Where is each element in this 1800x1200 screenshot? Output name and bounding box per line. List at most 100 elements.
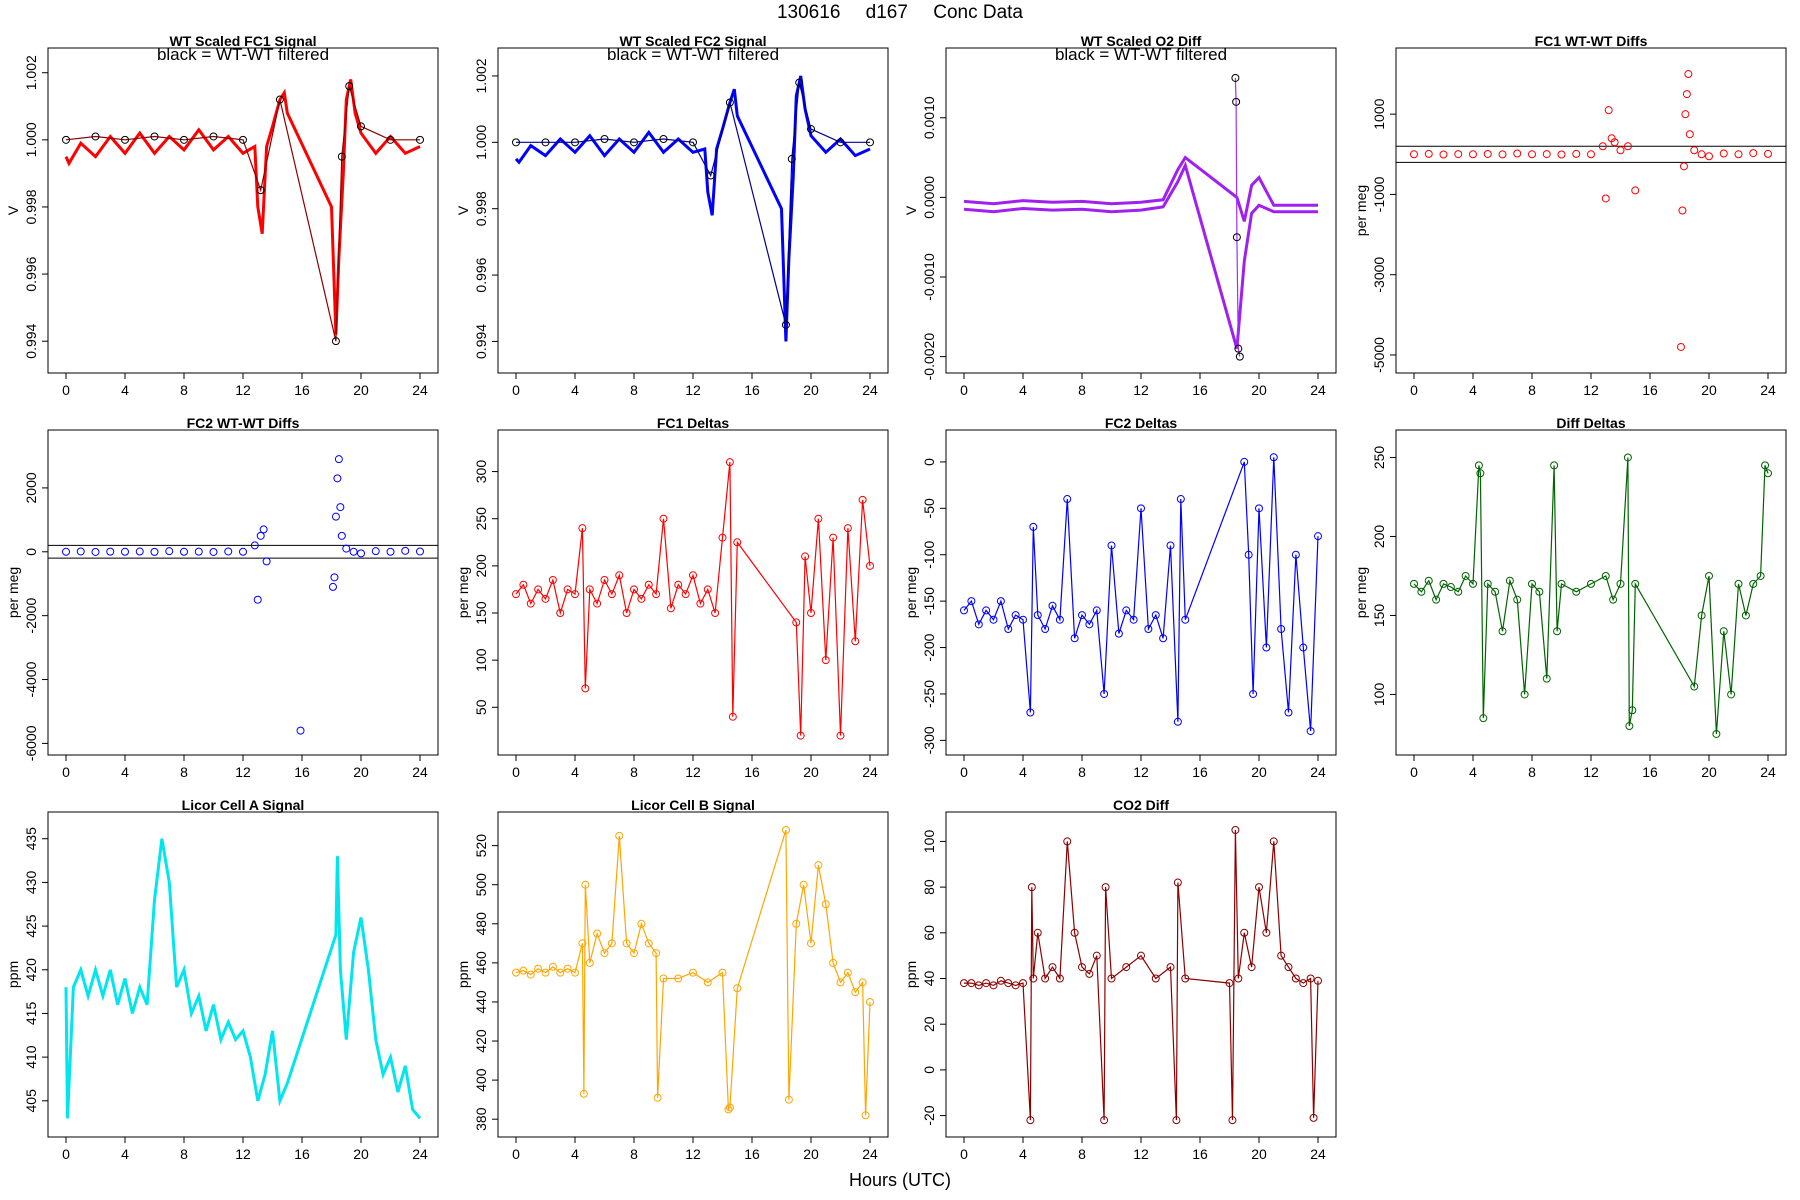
x-tick-label: 24 (412, 764, 428, 780)
plot-frame (1395, 47, 1787, 374)
y-tick-label: -2000 (23, 598, 39, 634)
data-point (1122, 963, 1131, 972)
data-point (659, 974, 668, 983)
series-line-deltas (963, 457, 1319, 732)
data-point (1101, 883, 1110, 892)
x-tick-label: 8 (630, 764, 638, 780)
x-tick-label: 24 (1310, 1146, 1326, 1162)
y-tick-label: 380 (473, 1107, 489, 1131)
y-tick-label: -4000 (23, 661, 39, 697)
data-point (1291, 550, 1300, 559)
data-point (689, 138, 697, 147)
x-tick-label: 12 (685, 764, 701, 780)
data-point (1520, 690, 1529, 699)
data-point (711, 609, 720, 617)
data-point (1314, 532, 1322, 541)
x-tick-label: 8 (1078, 764, 1086, 780)
data-point (121, 547, 129, 556)
x-tick-label: 4 (571, 764, 579, 780)
data-point (1176, 495, 1185, 504)
x-tick-label: 4 (121, 1146, 129, 1162)
data-point (581, 684, 590, 693)
data-point (336, 503, 345, 512)
data-point (725, 458, 734, 467)
data-point (630, 585, 638, 594)
data-point (858, 978, 867, 987)
x-tick-label: 4 (1019, 1146, 1027, 1162)
data-point (1173, 717, 1182, 726)
data-point (600, 135, 609, 144)
data-point (1513, 595, 1522, 604)
data-point (703, 978, 712, 987)
data-point (571, 968, 579, 977)
x-tick-label: 12 (235, 764, 251, 780)
data-point (256, 531, 265, 540)
y-tick-label: 200 (473, 554, 489, 578)
data-point (579, 1089, 588, 1098)
y-tick-label: 420 (23, 958, 39, 982)
data-point (1129, 615, 1138, 624)
data-point (1587, 579, 1595, 588)
data-point (781, 320, 790, 329)
data-point (1027, 883, 1036, 892)
data-point (1277, 624, 1286, 633)
y-tick-label: -50 (921, 498, 937, 518)
data-point (1454, 587, 1463, 596)
data-point (1479, 714, 1488, 723)
data-point (807, 125, 815, 134)
data-point (1719, 627, 1728, 636)
data-point (1181, 974, 1190, 983)
data-point (637, 594, 646, 603)
data-point (630, 138, 638, 147)
data-point (62, 135, 70, 144)
data-point (1026, 708, 1035, 717)
x-tick-label: 20 (1701, 382, 1717, 398)
x-tick-label: 24 (1310, 382, 1326, 398)
y-tick-label: 200 (1371, 525, 1387, 549)
y-tick-label: 0.0000 (921, 176, 937, 219)
data-point (337, 531, 346, 540)
data-point (345, 82, 354, 91)
series-line-deltas (1413, 457, 1769, 734)
x-tick-label: 8 (630, 382, 638, 398)
data-point (1469, 579, 1477, 588)
x-tick-label: 0 (62, 1146, 70, 1162)
data-point (1719, 149, 1728, 158)
y-tick-label: 0.998 (473, 191, 489, 226)
data-point (781, 826, 790, 834)
y-tick-label: 100 (921, 830, 937, 854)
x-tick-label: 16 (1192, 382, 1208, 398)
data-point (1461, 571, 1470, 580)
data-point (1535, 587, 1544, 596)
x-tick-label: 0 (512, 382, 520, 398)
data-point (556, 968, 565, 977)
data-point (1144, 624, 1153, 633)
data-point (121, 135, 129, 144)
data-point (1483, 579, 1492, 588)
data-point (1041, 624, 1050, 633)
data-point (1631, 579, 1640, 588)
data-point (578, 524, 587, 533)
data-point (659, 135, 668, 144)
data-point (703, 585, 712, 594)
x-tick-label: 8 (180, 1146, 188, 1162)
data-point (659, 514, 668, 523)
x-tick-label: 0 (512, 1146, 520, 1162)
y-tick-label: -1000 (1371, 176, 1387, 212)
data-point (784, 1095, 793, 1104)
y-tick-label: -100 (921, 541, 937, 569)
data-point (571, 590, 579, 599)
data-point (194, 547, 203, 556)
chart-p11: CO2 Diff 0 4 8 12 16 20 24 -20 0 20 40 60 80 100 ppm (903, 797, 1337, 1162)
data-point (622, 609, 631, 617)
x-tick-label: 0 (960, 764, 968, 780)
y-tick-label: 440 (473, 990, 489, 1014)
data-point (330, 573, 339, 582)
data-point (534, 964, 543, 973)
filter-note: black = WT-WT filtered (607, 45, 779, 64)
data-point (653, 1093, 662, 1102)
y-tick-label: 400 (473, 1068, 489, 1092)
x-axis-label: Hours (UTC) (849, 1170, 951, 1190)
x-tick-label: 12 (685, 1146, 701, 1162)
title-day: d167 (865, 2, 908, 23)
